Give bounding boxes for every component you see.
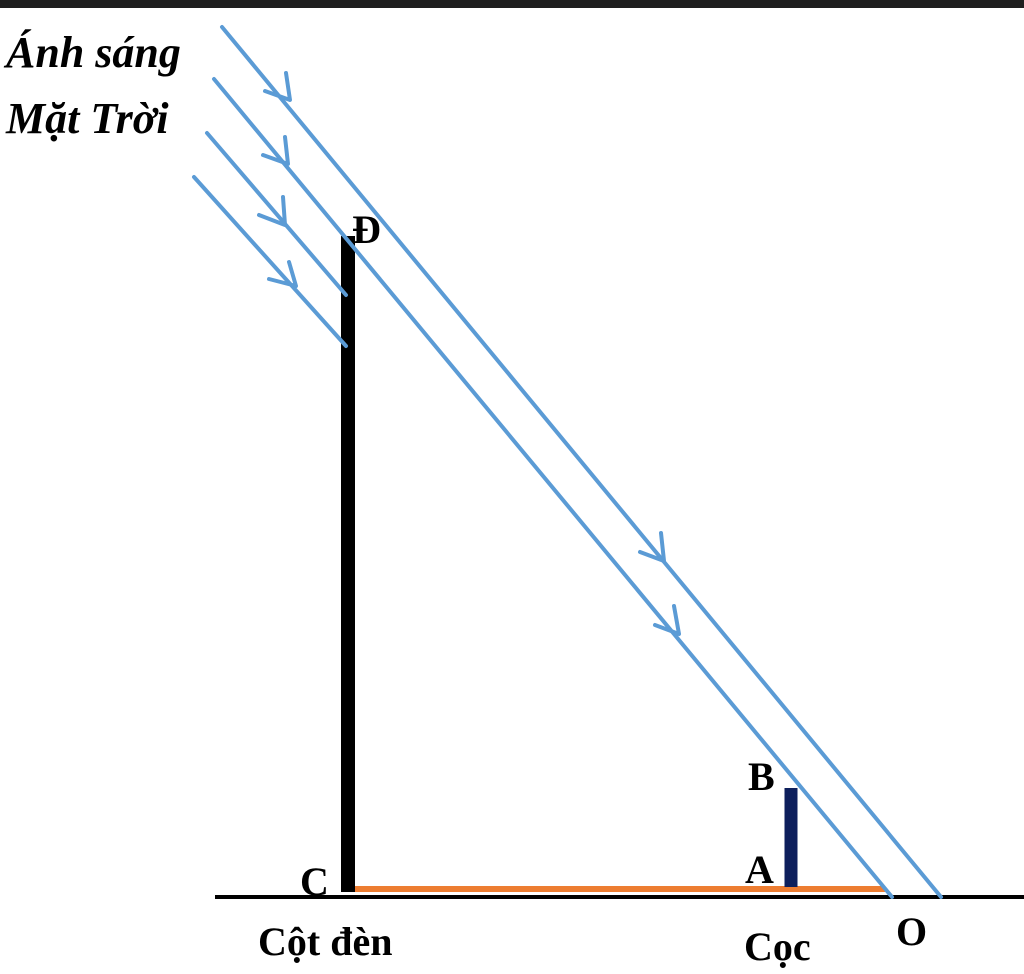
point-label-a: A	[745, 847, 774, 892]
caption-stake: Cọc	[744, 924, 811, 969]
sun-ray-long-2	[212, 77, 894, 899]
point-label-d: Đ	[352, 207, 381, 252]
sun-ray-short-1	[205, 131, 348, 297]
arrow-head-icon	[638, 531, 666, 563]
point-label-b: B	[748, 754, 775, 799]
arrow-head-icon	[261, 135, 290, 166]
title-line-2: Mặt Trời	[5, 94, 169, 143]
caption-lamp-pole: Cột đèn	[258, 919, 392, 964]
arrow-head-icon	[653, 604, 681, 636]
ray-arrowheads	[257, 71, 681, 636]
point-label-o: O	[896, 909, 927, 954]
sun-ray-short-2	[192, 175, 348, 348]
arrow-head-icon	[257, 195, 287, 227]
sun-ray-long-1	[220, 25, 943, 899]
sun-rays	[192, 25, 943, 899]
point-label-c: C	[300, 859, 329, 904]
arrow-head-icon	[267, 260, 298, 288]
window-top-strip	[0, 0, 1024, 8]
title-line-1: Ánh sáng	[3, 28, 181, 77]
arrow-head-icon	[263, 71, 292, 102]
